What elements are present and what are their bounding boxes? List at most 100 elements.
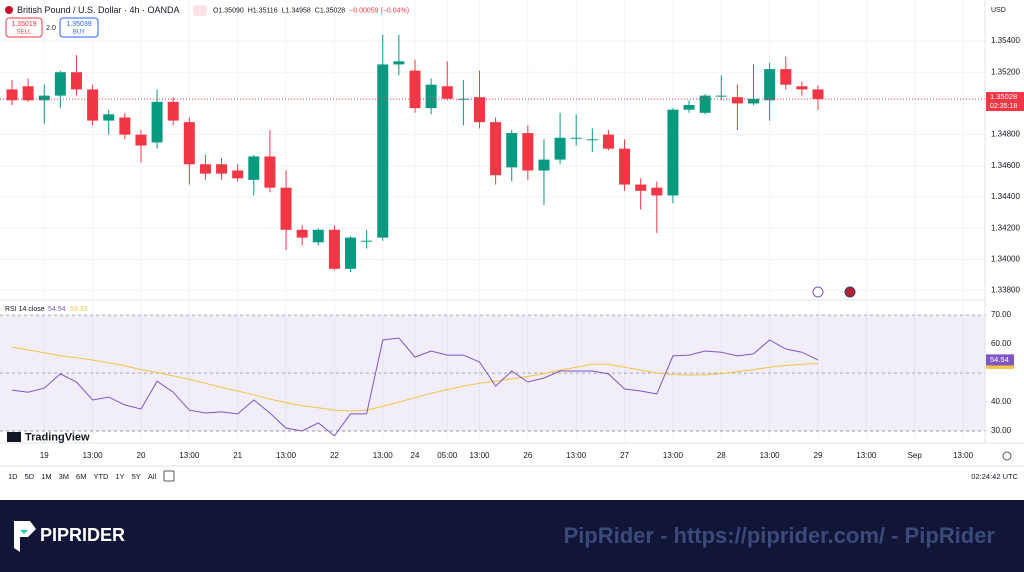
buy-label: BUY <box>73 30 85 36</box>
brand-icon-accent <box>20 530 28 534</box>
sell-label: SELL <box>17 30 32 36</box>
logo-icon <box>7 432 21 442</box>
candle-body <box>715 95 727 97</box>
y-tick-label: 1.33800 <box>991 286 1020 295</box>
candle-body <box>38 95 50 101</box>
x-tick-label: 26 <box>523 451 532 460</box>
x-tick-label: 13:00 <box>566 451 587 460</box>
x-tick-label: 13:00 <box>953 451 974 460</box>
candle-body <box>506 133 518 168</box>
candle-body <box>167 101 179 121</box>
event-icon[interactable] <box>812 286 824 298</box>
candle-body <box>538 159 550 171</box>
candle-body <box>586 139 598 141</box>
candle-body <box>731 97 743 104</box>
candle-body <box>522 133 534 171</box>
brand-icon <box>14 521 36 552</box>
candle-body <box>280 187 292 230</box>
x-tick-label: 13:00 <box>469 451 490 460</box>
flag-icon <box>5 6 13 14</box>
x-tick-label: 05:00 <box>437 451 458 460</box>
candle-body <box>22 86 34 101</box>
candle-body <box>683 104 695 110</box>
candle-body <box>602 134 614 149</box>
candle-body <box>619 148 631 185</box>
ohlc-value: L1.34958 <box>282 7 311 14</box>
candle-body <box>490 122 502 176</box>
ohlc-value: C1.35028 <box>315 7 345 14</box>
candle-body <box>345 237 357 269</box>
range-button[interactable]: 1Y <box>115 472 124 481</box>
candle-body <box>135 134 147 146</box>
y-tick-label: 70.00 <box>991 310 1012 319</box>
price-badge <box>986 92 1024 112</box>
candle-body <box>119 117 131 135</box>
range-button[interactable]: 1M <box>41 472 51 481</box>
range-button[interactable]: 5Y <box>132 472 141 481</box>
spread: 2.0 <box>46 25 56 32</box>
x-tick-label: 13:00 <box>663 451 684 460</box>
rsi-badge <box>986 354 1014 366</box>
candle-body <box>312 229 324 243</box>
price-badge-label: 1.35028 <box>990 92 1017 101</box>
rsi-line <box>11 337 819 437</box>
y-tick-label: 1.34600 <box>991 161 1020 170</box>
settings-icon[interactable] <box>1002 451 1012 461</box>
candle-body <box>780 69 792 85</box>
ohlc-value: O1.35090 <box>213 7 244 14</box>
background <box>0 0 1024 500</box>
x-tick-label: 22 <box>330 451 339 460</box>
x-tick-label: 19 <box>40 451 49 460</box>
y-tick-label: 40.00 <box>991 397 1012 406</box>
candle-body <box>764 69 776 101</box>
rsi-ma-line <box>11 346 819 412</box>
candle-body <box>425 84 437 109</box>
y-tick-label: 60.00 <box>991 339 1012 348</box>
ohlc-value: −0.00059 (−0.04%) <box>349 7 409 14</box>
currency: USD <box>991 7 1006 14</box>
x-tick-label: 27 <box>620 451 629 460</box>
range-button[interactable]: 6M <box>76 472 86 481</box>
range-button[interactable]: 3M <box>59 472 69 481</box>
candle-body <box>748 98 760 104</box>
range-buttons: 1D 5D 1M 3M 6M YTD 1Y 5Y All <box>8 472 156 481</box>
y-tick-label: 1.35400 <box>991 36 1020 45</box>
candle-body <box>232 170 244 179</box>
range-button[interactable]: YTD <box>93 472 109 481</box>
sell-price: 1.35019 <box>11 21 36 28</box>
candle-body <box>103 114 115 121</box>
x-tick-label: 13:00 <box>760 451 781 460</box>
candle-body <box>393 61 405 65</box>
x-tick-label: 21 <box>233 451 242 460</box>
brand: PIPRIDER <box>40 525 125 545</box>
sell-button[interactable] <box>5 17 43 38</box>
x-tick-label: Sep <box>908 451 923 460</box>
x-tick-label: 13:00 <box>276 451 297 460</box>
candle-body <box>667 109 679 196</box>
candle-body <box>87 89 99 121</box>
buy-button[interactable] <box>59 17 99 38</box>
candle-body <box>296 229 308 238</box>
candle-body <box>361 240 373 242</box>
candle-body <box>151 101 163 143</box>
flag-event-icon[interactable] <box>844 286 856 298</box>
candle-body <box>473 97 485 123</box>
banner <box>0 500 1024 572</box>
calendar-icon[interactable] <box>163 470 175 482</box>
rsi-badge-label: 54.54 <box>990 355 1009 364</box>
candle-body <box>70 72 82 90</box>
range-button[interactable]: All <box>148 472 157 481</box>
range-button[interactable]: 1D <box>8 472 18 481</box>
ohlc-value: H1.35116 <box>248 7 278 14</box>
candle-body <box>199 164 211 174</box>
candle-body <box>441 86 453 99</box>
y-tick-label: 1.34400 <box>991 192 1020 201</box>
candle-body <box>54 72 66 96</box>
rsi-ma-value: 53.33 <box>70 306 88 313</box>
rsi-value: 54.54 <box>48 306 66 313</box>
range-button[interactable]: 5D <box>25 472 35 481</box>
candle-body <box>248 156 260 180</box>
candle-body <box>570 137 582 139</box>
y-tick-label: 1.34000 <box>991 255 1020 264</box>
